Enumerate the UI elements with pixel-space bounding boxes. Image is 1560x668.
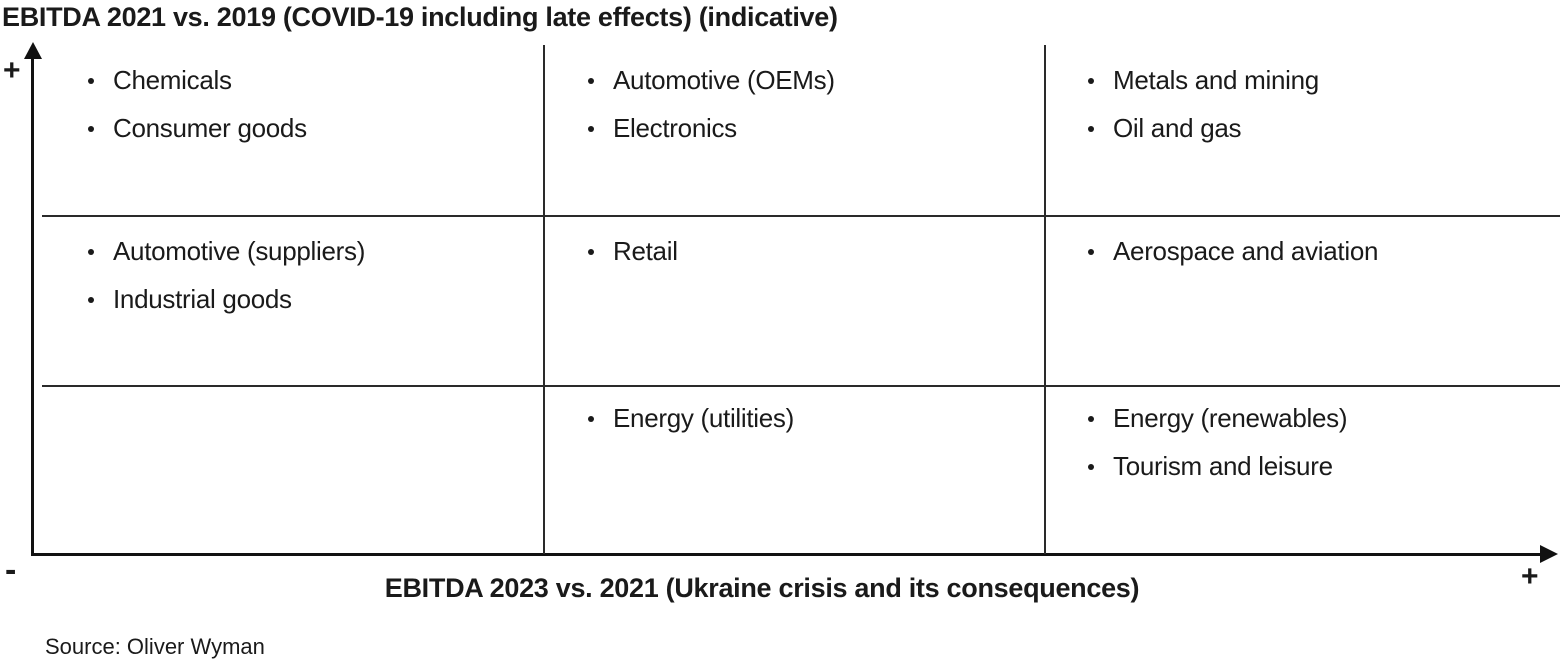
chart-title: EBITDA 2021 vs. 2019 (COVID-19 including… xyxy=(2,2,838,32)
bullet-icon xyxy=(88,297,94,303)
bullet-icon xyxy=(88,78,94,84)
industry-label: Aerospace and aviation xyxy=(1113,235,1379,266)
list-item: Tourism and leisure xyxy=(1088,442,1347,490)
industry-label: Tourism and leisure xyxy=(1113,450,1333,481)
bullet-icon xyxy=(1088,464,1094,470)
industry-label: Retail xyxy=(613,235,678,266)
industry-label: Oil and gas xyxy=(1113,112,1242,143)
industry-label: Consumer goods xyxy=(113,112,307,143)
bullet-icon xyxy=(1088,416,1094,422)
bullet-icon xyxy=(1088,249,1094,255)
bullet-icon xyxy=(588,78,594,84)
x-axis-plus-label: + xyxy=(1521,560,1539,593)
list-item: Energy (utilities) xyxy=(588,394,794,442)
list-item: Industrial goods xyxy=(88,275,365,323)
vertical-gridline-2 xyxy=(1044,45,1046,554)
industry-label: Automotive (suppliers) xyxy=(113,235,366,266)
origin-minus-label: - xyxy=(5,551,17,589)
list-item: Chemicals xyxy=(88,56,307,104)
industry-label: Energy (utilities) xyxy=(613,402,794,433)
y-axis-plus-label: + xyxy=(3,54,21,87)
bullet-icon xyxy=(588,126,594,132)
list-item: Oil and gas xyxy=(1088,104,1319,152)
horizontal-gridline-1 xyxy=(42,215,1560,217)
industry-label: Chemicals xyxy=(113,64,232,95)
x-axis-title: EBITDA 2023 vs. 2021 (Ukraine crisis and… xyxy=(384,573,1140,603)
matrix-cell-row2-col2: Retail xyxy=(588,227,678,275)
x-axis-line xyxy=(31,553,1541,556)
matrix-cell-row2-col3: Aerospace and aviation xyxy=(1088,227,1378,275)
bullet-icon xyxy=(588,249,594,255)
list-item: Automotive (suppliers) xyxy=(88,227,365,275)
industry-label: Automotive (OEMs) xyxy=(613,64,835,95)
matrix-cell-row3-col2: Energy (utilities) xyxy=(588,394,794,442)
list-item: Aerospace and aviation xyxy=(1088,227,1378,275)
y-axis-arrow-up-icon xyxy=(24,42,42,59)
list-item: Consumer goods xyxy=(88,104,307,152)
matrix-cell-row1-col3: Metals and mining Oil and gas xyxy=(1088,56,1319,152)
vertical-gridline-1 xyxy=(543,45,545,554)
industry-label: Industrial goods xyxy=(113,283,292,314)
bullet-icon xyxy=(1088,78,1094,84)
bullet-icon xyxy=(88,126,94,132)
bullet-icon xyxy=(1088,126,1094,132)
list-item: Automotive (OEMs) xyxy=(588,56,835,104)
industry-label: Energy (renewables) xyxy=(1113,402,1348,433)
matrix-cell-row1-col1: Chemicals Consumer goods xyxy=(88,56,307,152)
y-axis-line xyxy=(31,52,34,555)
matrix-cell-row2-col1: Automotive (suppliers) Industrial goods xyxy=(88,227,365,323)
bullet-icon xyxy=(588,416,594,422)
list-item: Metals and mining xyxy=(1088,56,1319,104)
bullet-icon xyxy=(88,249,94,255)
matrix-cell-row1-col2: Automotive (OEMs) Electronics xyxy=(588,56,835,152)
source-note: Source: Oliver Wyman xyxy=(45,634,265,659)
matrix-cell-row3-col3: Energy (renewables) Tourism and leisure xyxy=(1088,394,1348,490)
industry-label: Metals and mining xyxy=(1113,64,1319,95)
x-axis-arrow-right-icon xyxy=(1540,545,1558,563)
list-item: Retail xyxy=(588,227,678,275)
horizontal-gridline-2 xyxy=(42,385,1560,387)
list-item: Electronics xyxy=(588,104,835,152)
list-item: Energy (renewables) xyxy=(1088,394,1348,442)
industry-label: Electronics xyxy=(613,112,737,143)
